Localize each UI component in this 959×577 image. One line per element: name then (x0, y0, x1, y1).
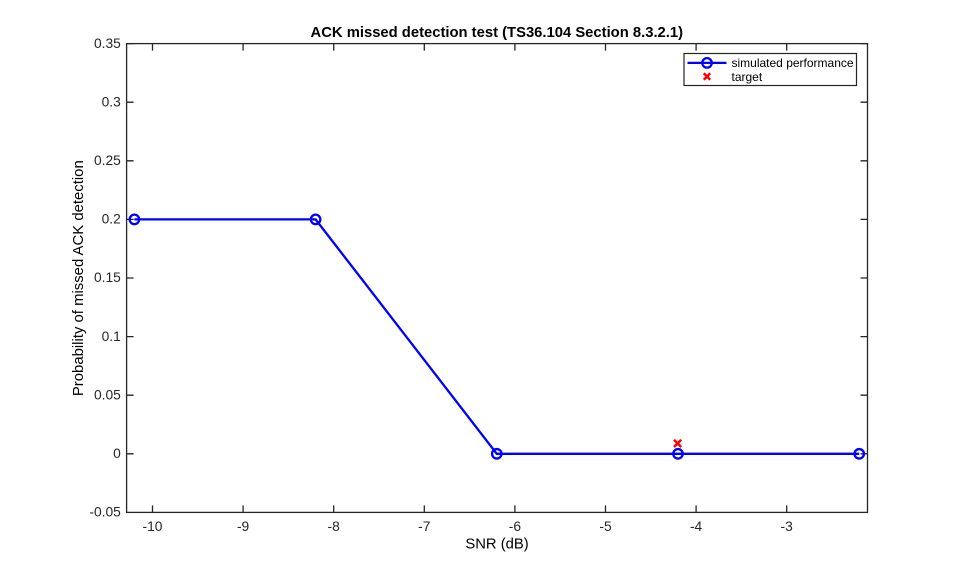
svg-text:-9: -9 (237, 519, 250, 534)
svg-text:-7: -7 (418, 519, 430, 534)
svg-text:SNR (dB): SNR (dB) (465, 536, 528, 552)
svg-text:0.1: 0.1 (102, 329, 121, 344)
svg-text:-6: -6 (509, 519, 522, 534)
svg-text:simulated performance: simulated performance (732, 56, 854, 70)
svg-text:Probability of missed ACK dete: Probability of missed ACK detection (71, 160, 87, 396)
svg-text:-4: -4 (690, 519, 703, 534)
svg-text:0.35: 0.35 (94, 36, 121, 51)
svg-text:0.2: 0.2 (102, 212, 121, 227)
svg-text:-5: -5 (599, 519, 612, 534)
svg-text:0.3: 0.3 (102, 94, 122, 109)
svg-text:0.25: 0.25 (94, 153, 121, 168)
svg-text:ACK missed detection test (TS3: ACK missed detection test (TS36.104 Sect… (311, 25, 684, 41)
svg-text:-3: -3 (781, 519, 794, 534)
svg-text:-8: -8 (328, 519, 341, 534)
svg-text:target: target (732, 70, 763, 84)
svg-text:-0.05: -0.05 (89, 505, 121, 520)
svg-text:0: 0 (113, 446, 121, 461)
svg-text:0.15: 0.15 (94, 270, 121, 285)
svg-text:0.05: 0.05 (94, 387, 121, 402)
svg-text:-10: -10 (143, 519, 163, 534)
